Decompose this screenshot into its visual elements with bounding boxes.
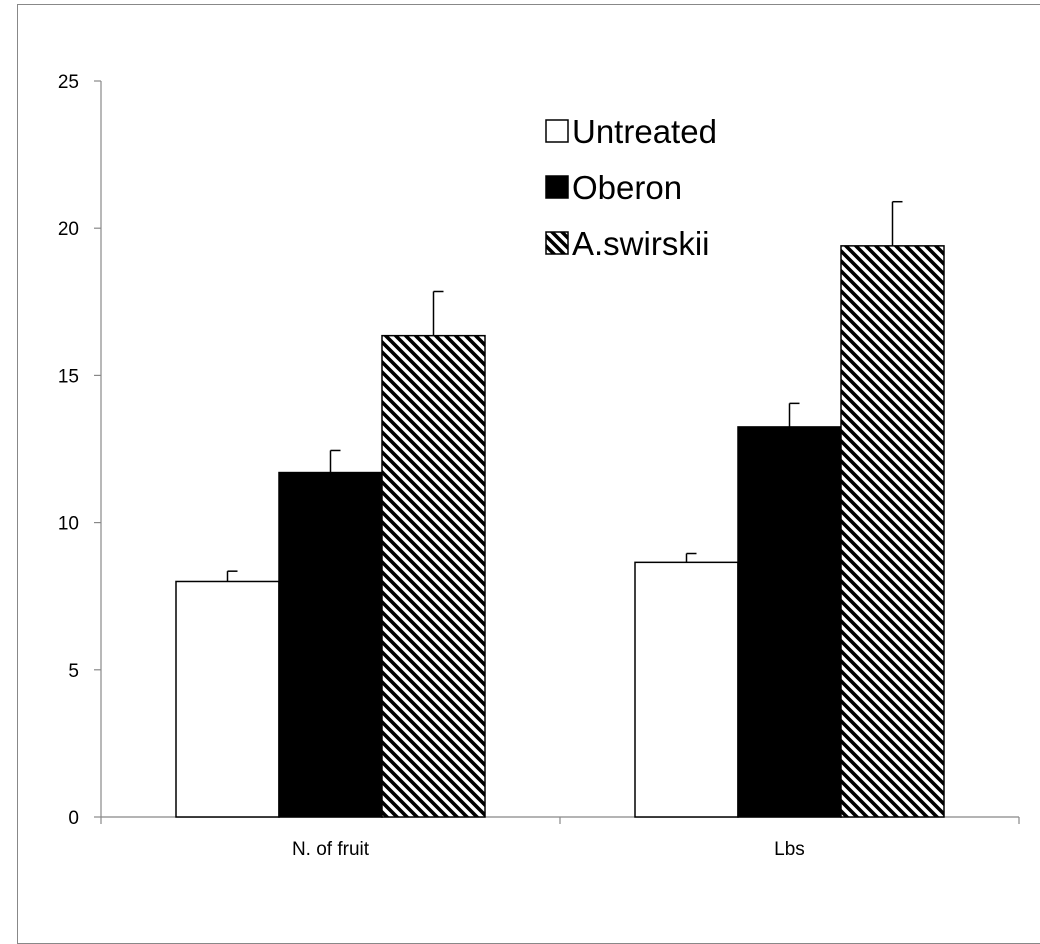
legend-label: Untreated	[572, 113, 717, 150]
bar-oberon-2	[737, 426, 842, 818]
y-tick-label: 15	[58, 366, 79, 387]
legend-label: Oberon	[572, 169, 682, 206]
legend-label: A.swirskii	[572, 225, 710, 262]
legend-swatch-oberon	[545, 175, 569, 199]
y-tick-label: 5	[68, 661, 79, 682]
legend-swatch-untreated	[545, 119, 569, 143]
bar-untreated-2	[634, 561, 739, 818]
x-category-label: N. of fruit	[292, 839, 370, 860]
y-tick-label: 0	[68, 808, 79, 829]
y-tick-label: 25	[58, 72, 79, 93]
x-category-label: Lbs	[774, 839, 805, 860]
bar-a-swirskii-2	[840, 245, 945, 818]
bars	[175, 200, 945, 818]
legend-swatch-a-swirskii	[545, 231, 569, 255]
y-tick-label: 20	[58, 219, 79, 240]
legend: Untreated Oberon A.swirskii	[545, 113, 717, 262]
bar-a-swirskii-1	[381, 334, 486, 818]
bar-oberon-1	[278, 471, 383, 818]
y-tick-label: 10	[58, 514, 79, 535]
bar-untreated-1	[175, 580, 280, 818]
